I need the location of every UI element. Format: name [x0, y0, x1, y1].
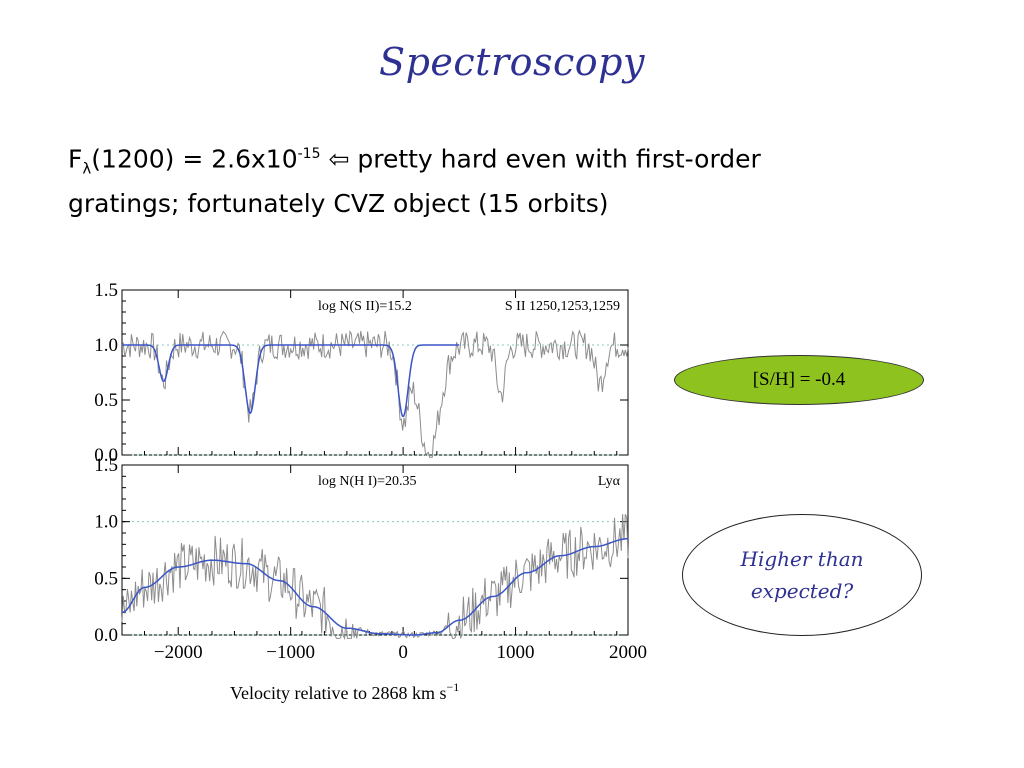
- y-tick-label: 1.5: [94, 280, 118, 301]
- y-tick-label: 0.5: [94, 390, 118, 411]
- data-series-line: [121, 514, 629, 641]
- panel-annotation: log N(H I)=20.35: [318, 474, 417, 489]
- bottom-panel: 1.5 1.0 0.5 0.0 −2000 −1000 0 1000 2000 log N(H I…: [94, 455, 647, 663]
- plot-frame: [121, 289, 629, 456]
- flux-argument: (1200) = 2.6x10: [91, 144, 298, 174]
- bullet-text: Fλ(1200) = 2.6x10-15 ⇦ pretty hard even …: [68, 136, 948, 222]
- flux-symbol: F: [68, 144, 83, 174]
- x-tick-label: −1000: [266, 642, 315, 663]
- y-tick-label: 0.0: [94, 445, 118, 466]
- flux-subscript: λ: [82, 159, 92, 178]
- top-panel: 1.5 1.0 0.5 0.0 log N(S II)=15.2 S II 1250,12…: [94, 280, 629, 466]
- x-tick-label: 2000: [609, 642, 647, 663]
- y-tick-label: 0.5: [94, 568, 118, 589]
- question-line-1: Higher than: [740, 547, 864, 571]
- question-line-2: expected?: [750, 579, 854, 603]
- question-callout: Higher than expected?: [682, 514, 922, 636]
- x-tick-label: −2000: [154, 642, 203, 663]
- metallicity-callout: [S/H] = -0.4: [674, 355, 924, 405]
- y-tick-label: 0.0: [94, 625, 118, 646]
- data-series-line: [121, 329, 629, 458]
- x-tick-label: 0: [398, 642, 408, 663]
- y-tick-label: 1.5: [94, 455, 118, 476]
- slide-title: Spectroscopy: [379, 40, 645, 84]
- fit-series-line: [121, 537, 628, 636]
- panel-annotation: Lyα: [598, 474, 621, 489]
- y-tick-label: 1.0: [94, 512, 118, 533]
- spectrum-chart: 1.5 1.0 0.5 0.0 log N(S II)=15.2 S II 1250,12…: [94, 280, 647, 703]
- bullet-line-1: Fλ(1200) = 2.6x10-15 ⇦ pretty hard even …: [68, 136, 948, 186]
- bullet-line-2: gratings; fortunately CVZ object (15 orb…: [68, 189, 609, 219]
- y-tick-label: 1.0: [94, 335, 118, 356]
- panel-annotation: log N(S II)=15.2: [318, 299, 412, 314]
- bullet-text-1: pretty hard even with first-order: [357, 144, 761, 174]
- left-arrow-icon: ⇦: [320, 144, 358, 174]
- x-axis-title: Velocity relative to 2868 km s−1: [230, 680, 459, 703]
- x-tick-label: 1000: [497, 642, 535, 663]
- flux-exponent: -15: [297, 146, 321, 162]
- fit-series-line: [122, 344, 460, 418]
- panel-annotation: S II 1250,1253,1259: [505, 299, 620, 314]
